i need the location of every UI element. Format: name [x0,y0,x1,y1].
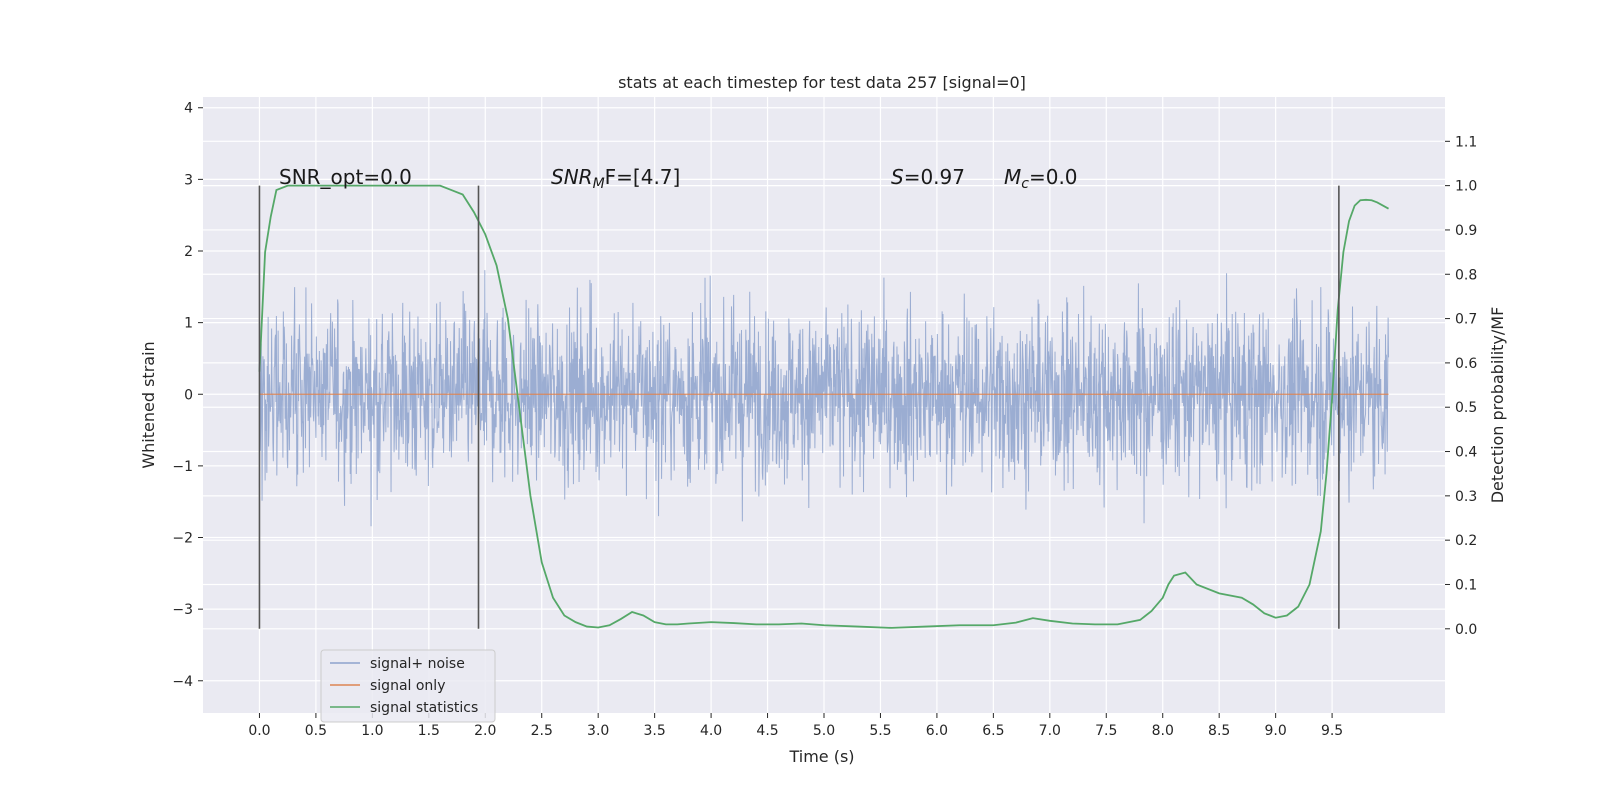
x-tick-label: 3.0 [587,723,609,739]
x-tick-label: 3.5 [644,723,666,739]
x-tick-label: 1.0 [361,723,383,739]
y-left-tick-label: 2 [184,244,193,260]
legend: signal+ noise signal only signal statist… [320,649,496,723]
annotation-snr-mf-sub: M [593,176,605,192]
legend-label-signal-noise: signal+ noise [370,656,465,672]
y-right-tick-label: 0.9 [1455,223,1477,239]
annotation-mc-main: M [1004,165,1021,189]
y-right-tick-label: 0.1 [1455,577,1477,593]
y-left-tick-label: −2 [172,531,193,547]
x-tick-label: 0.5 [305,723,327,739]
series-layer [258,184,1389,629]
x-tick-label: 1.5 [418,723,440,739]
annotation-snr-opt: SNR_opt=0.0 [279,165,412,189]
y-right-tick-label: 0.7 [1455,312,1477,328]
y-axis-label-left: Whitened strain [139,341,158,468]
annotation-s-main: S [891,165,904,189]
x-axis-label: Time (s) [788,747,854,766]
vertical-lines-layer [258,185,1340,629]
chart-title: stats at each timestep for test data 257… [618,73,1026,92]
y-right-tick-label: 0.5 [1455,400,1477,416]
x-tick-label: 4.0 [700,723,722,739]
annotation-s: S=0.97 [891,165,965,189]
x-tick-label: 2.0 [474,723,496,739]
y-right-tick-label: 0.0 [1455,622,1477,638]
x-tick-label: 7.0 [1039,723,1061,739]
x-tick-label: 0.0 [248,723,270,739]
x-tick-label: 6.0 [926,723,948,739]
x-tick-label: 5.5 [869,723,891,739]
annotation-snr-mf-rest: F=[4.7] [605,165,681,189]
annotation-mc-rest: =0.0 [1029,165,1078,189]
x-tick-label: 6.5 [982,723,1004,739]
y-right-tick-label: 1.1 [1455,134,1477,150]
x-tick-label: 9.5 [1321,723,1343,739]
y-right-tick-label: 1.0 [1455,179,1477,195]
y-left-tick-label: 1 [184,316,193,332]
y-left-tick-label: 4 [184,101,193,117]
legend-box [320,649,496,723]
y-left-tick-label: −4 [172,674,193,690]
y-left-tick-label: 0 [184,387,193,403]
annotation-snr-mf-main: SNR [551,165,593,189]
y-right-tick-label: 0.2 [1455,533,1477,549]
x-tick-label: 2.5 [531,723,553,739]
series-signal-statistics [258,184,1389,629]
y-left-tick-label: 3 [184,172,193,188]
x-tick-label: 4.5 [756,723,778,739]
annotation-mc: Mc=0.0 [1004,165,1078,192]
y-right-tick-label: 0.6 [1455,356,1477,372]
series-signal-noise [258,270,1390,527]
annotation-snr-mf: SNRMF=[4.7] [551,165,680,192]
y-right-tick-label: 0.4 [1455,445,1477,461]
y-right-tick-label: 0.8 [1455,267,1477,283]
noise-layer [258,270,1390,527]
legend-label-signal-statistics: signal statistics [370,700,478,716]
legend-label-signal-only: signal only [370,678,445,694]
y-axis-label-right: Detection probability/MF [1488,307,1507,504]
annotation-s-rest: =0.97 [904,165,965,189]
y-left-tick-label: −1 [172,459,193,475]
annotation-mc-sub: c [1021,176,1029,192]
x-tick-label: 8.0 [1152,723,1174,739]
x-tick-label: 8.5 [1208,723,1230,739]
x-tick-label: 7.5 [1095,723,1117,739]
x-tick-label: 9.0 [1265,723,1287,739]
y-left-tick-label: −3 [172,602,193,618]
ticks-layer: 0.0 0.5 1.0 1.5 2.0 2.5 3.0 3.5 4.0 4.5 5.0 5.5 6.0 6… [172,101,1477,739]
y-right-tick-label: 0.3 [1455,489,1477,505]
x-tick-label: 5.0 [813,723,835,739]
